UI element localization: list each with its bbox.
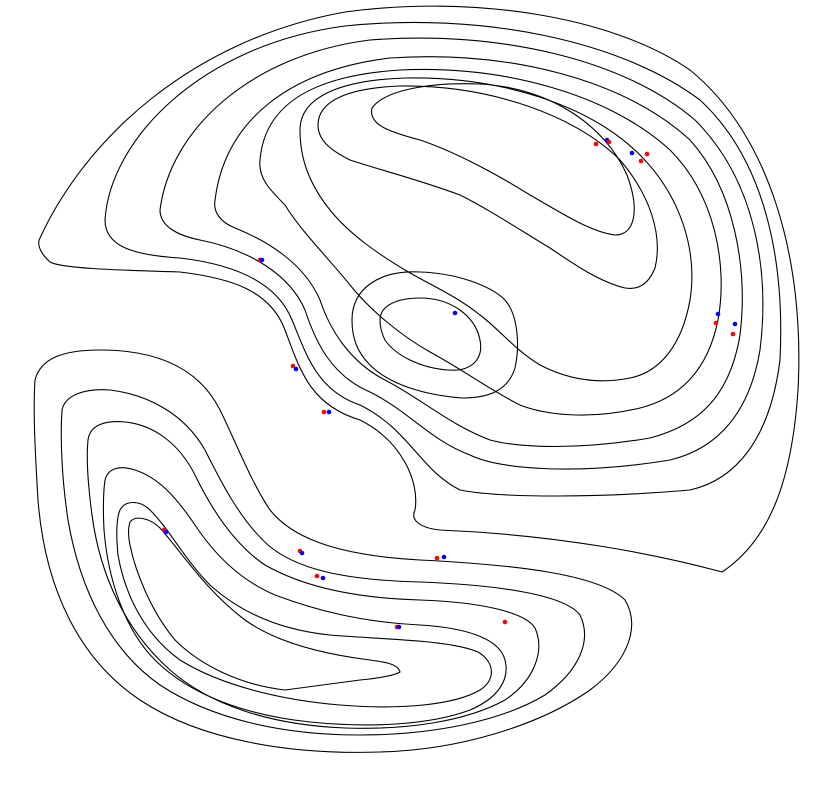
lower-contour-group — [33, 349, 633, 753]
contour-line-outer-upper — [38, 5, 800, 573]
blue-marker-15 — [293, 366, 299, 372]
marker-group — [161, 137, 738, 630]
contour-line-3 — [159, 37, 764, 470]
upper-contour-group — [38, 5, 800, 573]
blue-marker-17 — [326, 409, 332, 415]
contour-line-innermost-lower — [127, 517, 401, 691]
blue-marker-25 — [441, 554, 447, 560]
blue-marker-27 — [396, 624, 402, 630]
contour-line-innermost-upper — [371, 83, 635, 236]
blue-marker-19 — [163, 529, 169, 535]
blue-marker-12 — [259, 257, 265, 263]
contour-line-7 — [317, 85, 658, 289]
red-marker-10 — [730, 331, 736, 337]
center-loop-outer — [351, 271, 519, 399]
contour-line-lower-3 — [86, 421, 540, 729]
contour-line-lower-5 — [116, 501, 492, 708]
blue-marker-23 — [320, 575, 326, 581]
contour-line-6 — [299, 77, 693, 382]
contour-line-2 — [104, 21, 782, 497]
contour-line-lower-4 — [102, 467, 507, 726]
blue-marker-21 — [299, 550, 305, 556]
blue-marker-9 — [732, 321, 738, 327]
red-marker-14 — [290, 363, 296, 369]
blue-marker-4 — [629, 150, 635, 156]
red-marker-28 — [502, 619, 508, 625]
contour-line-outer-lower — [33, 349, 633, 753]
contour-line-5 — [259, 68, 722, 416]
red-marker-22 — [314, 573, 320, 579]
contour-line-4 — [214, 56, 743, 448]
blue-marker-13 — [452, 310, 458, 316]
red-marker-16 — [321, 409, 327, 415]
center-loop-group — [351, 271, 519, 399]
red-marker-1 — [593, 141, 599, 147]
red-marker-8 — [713, 320, 719, 326]
red-marker-5 — [638, 158, 644, 164]
red-marker-24 — [434, 555, 440, 561]
blue-marker-7 — [715, 311, 721, 317]
center-loop-inner — [379, 297, 482, 371]
red-marker-6 — [644, 151, 650, 157]
red-marker-3 — [606, 139, 612, 145]
contour-line-lower-2 — [60, 389, 586, 736]
